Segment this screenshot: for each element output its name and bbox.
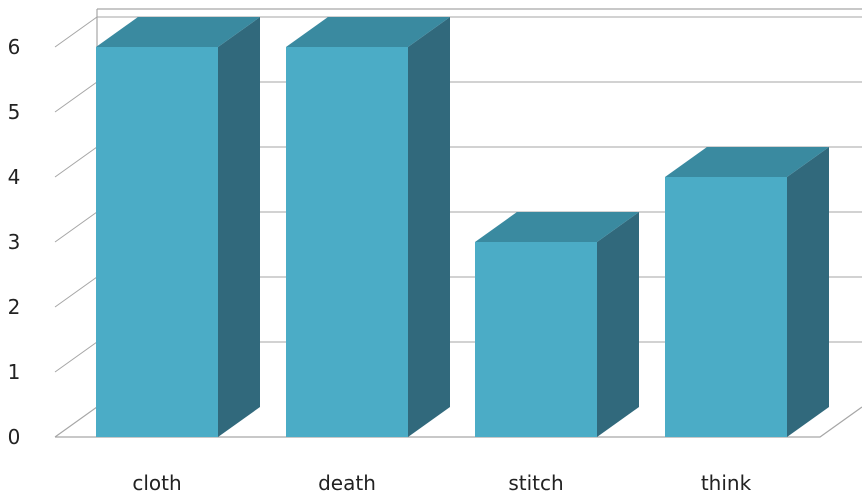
y-tick-label: 1 [8,360,21,384]
bar-front [96,47,218,437]
bar-top [96,17,260,47]
bar-side [408,17,450,437]
bar-side [787,147,829,437]
x-category-label: death [318,471,376,495]
bar-front [475,242,597,437]
y-tick-label: 6 [8,35,21,59]
x-category-label: think [701,471,752,495]
x-category-label: cloth [132,471,181,495]
bar-top [665,147,829,177]
x-axis-labels: cloth death stitch think [132,471,751,495]
bar-front [665,177,787,437]
bar-front [286,47,408,437]
bar-top [286,17,450,47]
left-wall-edge [54,9,98,438]
y-axis-ticks: 0 1 2 3 4 5 6 [8,35,21,449]
bars [96,17,829,437]
bar-stitch [475,212,639,437]
bar-top [475,212,639,242]
bar-cloth [96,17,260,437]
bar-side [218,17,260,437]
y-tick-label: 4 [8,165,21,189]
y-tick-label: 0 [8,425,21,449]
y-tick-label: 3 [8,230,21,254]
y-tick-label: 5 [8,100,21,124]
bar-death [286,17,450,437]
bar-think [665,147,829,437]
bar-side [597,212,639,437]
x-category-label: stitch [508,471,563,495]
y-tick-label: 2 [8,295,21,319]
